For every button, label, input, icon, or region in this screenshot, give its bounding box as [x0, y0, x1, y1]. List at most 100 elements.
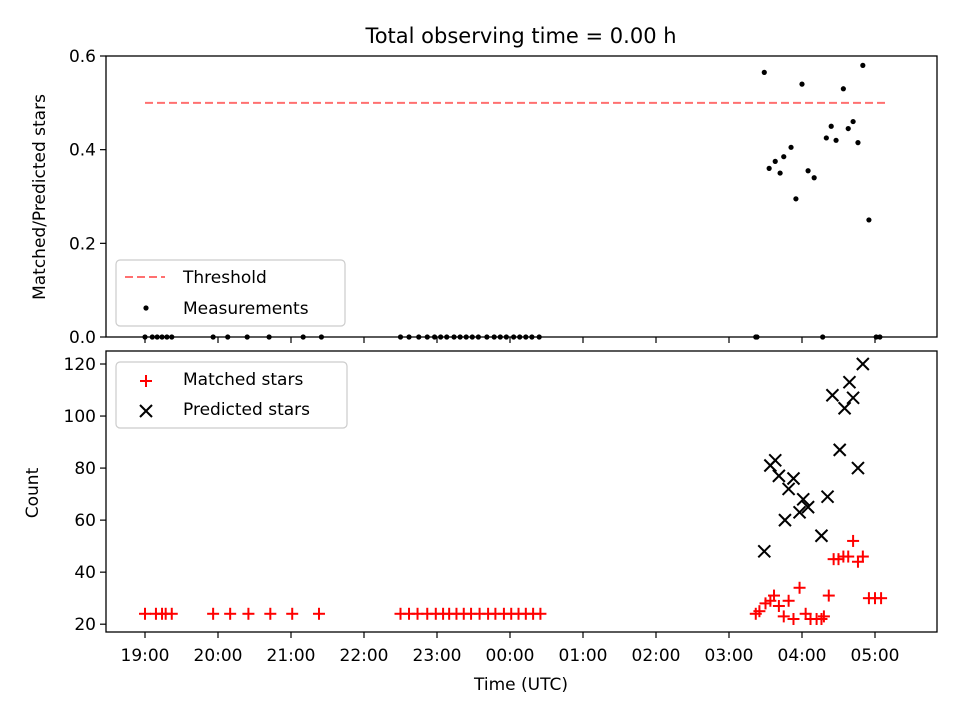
x-tick-label: 22:00: [340, 646, 389, 666]
bottom-legend: Matched stars Predicted stars: [115, 361, 348, 429]
top-x-axis-ticks: [144, 337, 876, 343]
predicted-stars-point: [786, 471, 801, 486]
matched-stars-point: [875, 592, 888, 605]
matched-stars-point: [817, 610, 830, 623]
predicted-stars-point: [846, 391, 860, 405]
matched-stars-point: [847, 534, 860, 547]
matched-stars-point: [772, 599, 785, 612]
matched-stars-point: [286, 607, 299, 620]
measurement-point: [781, 154, 787, 160]
predicted-stars-point: [820, 489, 835, 504]
matched-stars-point: [842, 550, 855, 563]
y-tick-label: 40: [74, 563, 96, 583]
top-y-axis: 0.0 0.2 0.4 0.6: [69, 47, 106, 348]
bottom-axes-frame: [105, 350, 938, 633]
top-legend-box: [115, 259, 346, 327]
measurement-point: [828, 123, 834, 129]
measurement-point: [766, 165, 772, 171]
predicted-stars-point: [842, 375, 857, 389]
measurement-point: [811, 175, 817, 181]
predicted-stars-point: [837, 401, 852, 415]
x-axis-label: Time (UTC): [473, 675, 568, 695]
matched-stars-point: [782, 594, 795, 607]
matched-stars-point: [312, 607, 325, 620]
predicted-stars-point: [757, 544, 771, 559]
bottom-plot-area: [139, 357, 888, 625]
measurement-point: [761, 69, 767, 75]
measurement-point: [799, 81, 805, 87]
measurement-point: [845, 125, 851, 132]
measurement-point: [823, 135, 829, 141]
predicted-stars-point: [796, 492, 810, 507]
predicted-stars-point: [778, 513, 792, 527]
y-tick-label: 120: [64, 355, 96, 375]
measurement-point: [850, 118, 856, 125]
predicted-stars-point: [814, 529, 829, 543]
matched-stars-point: [165, 607, 178, 620]
y-tick-label: 100: [64, 407, 96, 427]
measurements-legend-swatch: [143, 305, 149, 311]
bottom-x-axis: 19:00 20:00 21:00 22:00 23:00 00:00 01:00 02:00…: [121, 632, 900, 666]
measurement-point: [840, 86, 846, 92]
predicted-stars-legend-label: Predicted stars: [183, 400, 310, 420]
measurement-point: [866, 217, 872, 223]
y-tick-label: 0.4: [69, 141, 96, 161]
predicted-stars-point: [768, 453, 782, 467]
top-legend: Threshold Measurements: [115, 259, 346, 327]
bottom-y-axis-label: Count: [23, 467, 43, 518]
matched-stars-point: [787, 612, 800, 625]
measurement-point: [805, 168, 811, 174]
bottom-panel: Count Time (UTC) 20 40 60 80 100 120 19:00 20:…: [23, 350, 938, 695]
top-panel: Total observing time = 0.00 h Matched/Pr…: [30, 24, 938, 348]
matched-stars-point: [207, 607, 220, 620]
y-tick-label: 0.6: [69, 47, 96, 67]
y-tick-label: 0.0: [69, 328, 96, 348]
predicted-stars-point: [772, 469, 786, 483]
predicted-stars-legend-swatch: [139, 404, 153, 418]
matched-stars-point: [777, 610, 790, 623]
predicted-stars-point: [825, 388, 840, 402]
predicted-stars-point: [833, 443, 847, 457]
matched-stars-point: [815, 612, 828, 625]
x-tick-label: 20:00: [194, 646, 243, 666]
matched-stars-point: [242, 607, 255, 620]
x-tick-label: 03:00: [705, 646, 754, 666]
x-tick-label: 02:00: [632, 646, 681, 666]
measurement-point: [833, 137, 839, 143]
x-tick-label: 23:00: [413, 646, 462, 666]
top-axes-frame: [105, 55, 938, 338]
measurement-point: [860, 62, 866, 68]
bottom-legend-box: [115, 361, 348, 429]
matched-stars-point: [856, 550, 869, 563]
measurements-legend-label: Measurements: [183, 299, 309, 319]
predicted-stars-point: [856, 357, 870, 371]
matched-stars-point: [534, 607, 547, 620]
x-tick-label: 00:00: [486, 646, 535, 666]
predicted-stars-point: [781, 482, 796, 496]
matched-stars-point: [768, 589, 781, 602]
chart-title: Total observing time = 0.00 h: [364, 24, 676, 48]
measurement-point: [772, 158, 778, 164]
y-tick-label: 0.2: [69, 234, 96, 254]
matched-stars-point: [822, 589, 835, 602]
measurement-point: [788, 144, 794, 150]
matched-stars-point: [264, 607, 277, 620]
matched-stars-point: [224, 607, 237, 620]
x-tick-label: 19:00: [121, 646, 170, 666]
matched-stars-legend-swatch: [140, 375, 152, 387]
threshold-legend-label: Threshold: [182, 268, 267, 288]
measurement-point: [855, 140, 861, 146]
bottom-y-axis: 20 40 60 80 100 120: [64, 355, 106, 635]
y-tick-label: 60: [74, 511, 96, 531]
predicted-stars-point: [801, 500, 815, 514]
y-tick-label: 20: [74, 615, 96, 635]
measurement-point: [793, 196, 799, 202]
x-tick-label: 01:00: [559, 646, 608, 666]
measurement-point: [777, 170, 783, 176]
predicted-stars-point: [792, 505, 807, 520]
predicted-stars-point: [851, 461, 865, 475]
y-tick-label: 80: [74, 459, 96, 479]
matched-stars-point: [753, 605, 766, 618]
